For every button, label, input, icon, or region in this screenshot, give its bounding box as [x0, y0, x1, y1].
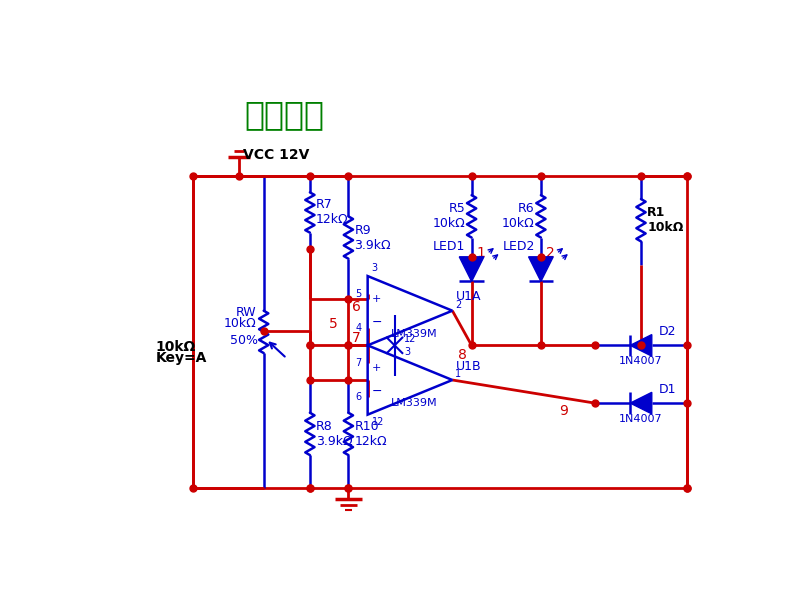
Text: 4: 4 — [355, 323, 362, 332]
Text: 6: 6 — [352, 300, 361, 314]
Text: 2: 2 — [455, 299, 462, 310]
Text: 6: 6 — [355, 392, 362, 402]
Text: D1: D1 — [659, 383, 677, 396]
Text: 3: 3 — [371, 263, 378, 274]
Polygon shape — [630, 335, 652, 356]
Text: R7
12kΩ: R7 12kΩ — [316, 198, 349, 226]
Text: 1N4007: 1N4007 — [619, 356, 663, 366]
Text: R8
3.9kΩ: R8 3.9kΩ — [316, 420, 353, 448]
Text: 7: 7 — [355, 358, 362, 368]
Text: 8: 8 — [458, 347, 467, 362]
Text: 10kΩ: 10kΩ — [223, 317, 256, 330]
Text: LED1: LED1 — [433, 239, 466, 253]
Text: 与门电路: 与门电路 — [245, 98, 325, 131]
Text: RW: RW — [235, 306, 256, 319]
Text: R1
10kΩ: R1 10kΩ — [647, 206, 683, 234]
Text: LED2: LED2 — [502, 239, 534, 253]
Text: 12: 12 — [371, 418, 384, 427]
Text: −: − — [372, 385, 382, 398]
Text: D2: D2 — [659, 325, 677, 338]
Text: +: + — [372, 294, 382, 304]
Text: 1: 1 — [455, 369, 462, 379]
Text: U1A: U1A — [456, 290, 482, 304]
Text: 1N4007: 1N4007 — [619, 413, 663, 424]
Text: LM339M: LM339M — [390, 398, 437, 408]
Text: R10
12kΩ: R10 12kΩ — [354, 420, 387, 448]
Text: 7: 7 — [352, 331, 361, 344]
Polygon shape — [630, 392, 652, 414]
Text: 50%: 50% — [230, 334, 258, 347]
Polygon shape — [529, 257, 554, 281]
Text: R9
3.9kΩ: R9 3.9kΩ — [354, 224, 391, 251]
Text: 9: 9 — [559, 404, 569, 418]
Text: LM339M: LM339M — [390, 329, 437, 339]
Text: Key=A: Key=A — [156, 352, 207, 365]
Text: 10kΩ: 10kΩ — [156, 340, 196, 354]
Text: VCC 12V: VCC 12V — [243, 148, 310, 162]
Text: +: + — [372, 364, 382, 373]
Text: R5
10kΩ: R5 10kΩ — [433, 202, 466, 230]
Polygon shape — [459, 257, 484, 281]
Text: 5: 5 — [329, 317, 338, 331]
Text: 12: 12 — [404, 334, 416, 344]
Text: 2: 2 — [546, 246, 554, 260]
Text: R6
10kΩ: R6 10kΩ — [502, 202, 534, 230]
Text: 1: 1 — [476, 246, 485, 260]
Text: 5: 5 — [355, 289, 362, 299]
Text: 3: 3 — [404, 347, 410, 356]
Text: −: − — [372, 316, 382, 329]
Text: U1B: U1B — [456, 359, 482, 373]
